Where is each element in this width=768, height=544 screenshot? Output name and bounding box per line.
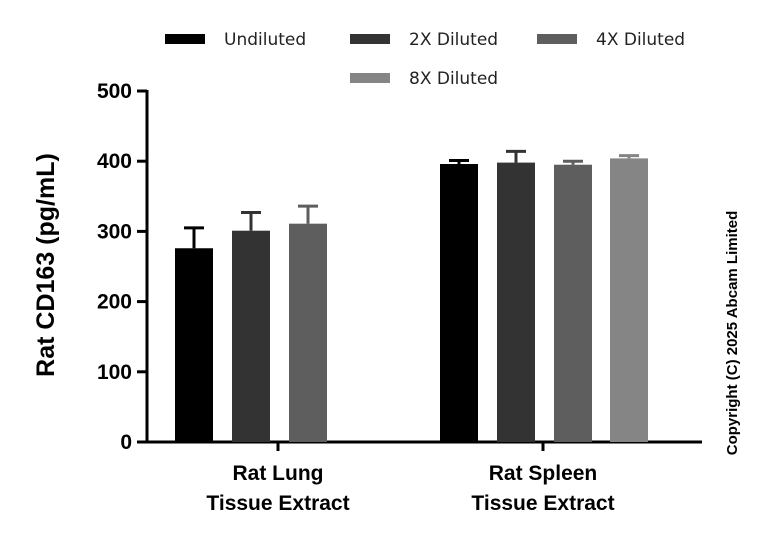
error-bars (184, 149, 639, 249)
axes: 0 100 200 300 400 500 Rat Lung Tissue Extract Ra… (97, 80, 702, 515)
bars (175, 158, 648, 442)
legend: Undiluted 2X Diluted 4X Diluted 8X Diluted (165, 30, 685, 89)
bar (289, 223, 327, 442)
legend-label: Undiluted (224, 30, 306, 50)
y-tick-label: 100 (97, 361, 132, 384)
legend-label: 2X Diluted (409, 30, 498, 50)
y-tick-label: 0 (120, 431, 132, 454)
bar (175, 248, 213, 442)
y-axis-label: Rat CD163 (pg/mL) (32, 153, 60, 377)
y-tick-label: 500 (97, 80, 132, 103)
legend-label: 8X Diluted (409, 69, 498, 89)
x-tick-label: Rat Lung (233, 462, 324, 485)
x-tick-label: Tissue Extract (471, 492, 614, 515)
bar (440, 164, 478, 442)
bar (232, 230, 270, 442)
legend-label: 4X Diluted (596, 30, 685, 50)
legend-swatch (165, 34, 205, 44)
bar (497, 162, 535, 442)
copyright-notice: Copyright (C) 2025 Abcam Limited (724, 211, 741, 455)
legend-swatch (350, 73, 390, 83)
legend-swatch (350, 34, 390, 44)
bar (610, 158, 648, 442)
y-tick-label: 400 (97, 150, 132, 173)
legend-swatch (537, 34, 577, 44)
x-tick-label: Tissue Extract (206, 492, 349, 515)
x-tick-label: Rat Spleen (489, 462, 598, 485)
bar (554, 164, 592, 442)
y-tick-label: 200 (97, 291, 132, 314)
y-tick-label: 300 (97, 220, 132, 243)
